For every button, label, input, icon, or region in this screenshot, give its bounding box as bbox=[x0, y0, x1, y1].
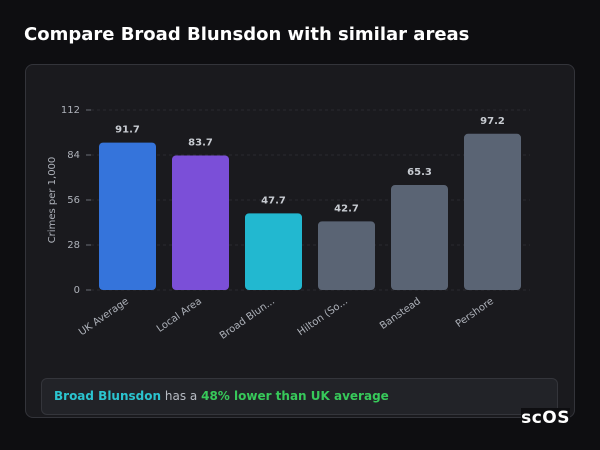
y-tick-label: 56 bbox=[67, 195, 80, 206]
value-label: 91.7 bbox=[115, 125, 140, 136]
summary: Broad Blunsdon has a 48% lower than UK a… bbox=[41, 378, 558, 415]
value-label: 83.7 bbox=[188, 137, 213, 148]
bar bbox=[245, 213, 302, 290]
y-tick-label: 28 bbox=[67, 240, 80, 251]
y-tick-label: 0 bbox=[74, 285, 80, 296]
summary-highlight: 48% lower than UK average bbox=[201, 389, 389, 403]
x-tick-label: Hilton (So... bbox=[296, 296, 350, 338]
x-tick-label: Pershore bbox=[454, 296, 496, 330]
logo: scOS bbox=[521, 408, 570, 428]
x-tick-label: Local Area bbox=[155, 296, 204, 335]
y-tick-label: 84 bbox=[67, 150, 80, 161]
value-label: 97.2 bbox=[480, 116, 505, 127]
value-label: 42.7 bbox=[334, 203, 359, 214]
y-tick-label: 112 bbox=[61, 105, 80, 116]
value-label: 65.3 bbox=[407, 167, 432, 178]
summary-text: has a bbox=[164, 389, 198, 403]
summary-area: Broad Blunsdon bbox=[54, 389, 162, 403]
bar bbox=[464, 133, 521, 290]
x-tick-label: Banstead bbox=[378, 296, 423, 332]
page-title: Compare Broad Blunsdon with similar area… bbox=[24, 24, 470, 45]
y-axis-label: Crimes per 1,000 bbox=[47, 157, 58, 244]
bar bbox=[318, 221, 375, 290]
x-tick-label: Broad Blun... bbox=[218, 296, 277, 342]
bar bbox=[99, 142, 156, 290]
bar bbox=[172, 155, 229, 290]
x-tick-label: UK Average bbox=[77, 296, 131, 338]
value-label: 47.7 bbox=[261, 195, 286, 206]
bar bbox=[391, 185, 448, 290]
